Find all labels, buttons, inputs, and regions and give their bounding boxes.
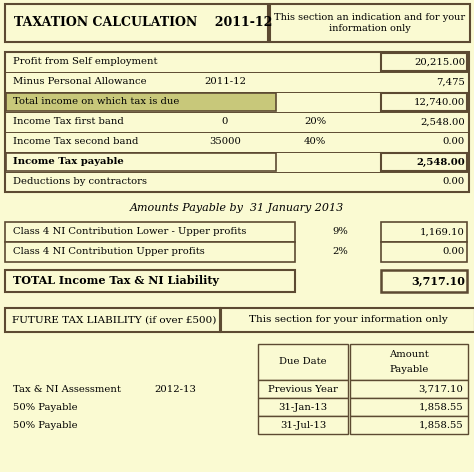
- Bar: [6, 153, 276, 171]
- Bar: [5, 242, 295, 262]
- Text: 3,717.10: 3,717.10: [411, 276, 465, 287]
- Bar: [258, 380, 348, 398]
- Text: Due Date: Due Date: [279, 357, 327, 366]
- Text: Amounts Payable by  31 January 2013: Amounts Payable by 31 January 2013: [130, 203, 344, 213]
- Text: Income Tax second band: Income Tax second band: [13, 137, 138, 146]
- Bar: [270, 4, 470, 42]
- Text: 1,858.55: 1,858.55: [418, 421, 463, 430]
- Text: Payable: Payable: [389, 365, 428, 374]
- Bar: [350, 344, 468, 380]
- Text: 0: 0: [222, 118, 228, 126]
- Text: 0.00: 0.00: [443, 247, 465, 256]
- Text: 0.00: 0.00: [443, 177, 465, 186]
- Text: Income Tax payable: Income Tax payable: [13, 158, 124, 167]
- Text: TOTAL Income Tax & NI Liability: TOTAL Income Tax & NI Liability: [13, 276, 219, 287]
- Text: Tax & NI Assessment: Tax & NI Assessment: [13, 385, 121, 394]
- Text: Minus Personal Allowance: Minus Personal Allowance: [13, 77, 146, 86]
- Bar: [381, 222, 467, 242]
- Bar: [381, 242, 467, 262]
- Bar: [350, 416, 468, 434]
- Bar: [5, 270, 295, 292]
- Text: Deductions by contractors: Deductions by contractors: [13, 177, 147, 186]
- Bar: [381, 270, 467, 292]
- Text: 50% Payable: 50% Payable: [13, 421, 78, 430]
- Text: 2%: 2%: [332, 247, 348, 256]
- Text: Amount: Amount: [389, 350, 429, 359]
- Text: 20,215.00: 20,215.00: [414, 58, 465, 67]
- Text: Income Tax first band: Income Tax first band: [13, 118, 124, 126]
- Bar: [5, 308, 220, 332]
- Bar: [5, 222, 295, 242]
- Bar: [350, 398, 468, 416]
- Text: 2012-13: 2012-13: [154, 385, 196, 394]
- Text: 40%: 40%: [304, 137, 326, 146]
- Text: This section an indication and for your
information only: This section an indication and for your …: [274, 13, 465, 33]
- Bar: [381, 93, 467, 111]
- Bar: [5, 4, 268, 42]
- Text: Class 4 NI Contribution Upper profits: Class 4 NI Contribution Upper profits: [13, 247, 205, 256]
- Text: 7,475: 7,475: [436, 77, 465, 86]
- Text: 31-Jul-13: 31-Jul-13: [280, 421, 326, 430]
- Text: 3,717.10: 3,717.10: [418, 385, 463, 394]
- Bar: [258, 344, 348, 380]
- Text: 2011-12: 2011-12: [204, 77, 246, 86]
- Bar: [381, 53, 467, 71]
- Text: This section for your information only: This section for your information only: [249, 315, 447, 325]
- Bar: [381, 153, 467, 171]
- Text: 12,740.00: 12,740.00: [414, 98, 465, 107]
- Text: Total income on which tax is due: Total income on which tax is due: [13, 98, 179, 107]
- Text: Class 4 NI Contribution Lower - Upper profits: Class 4 NI Contribution Lower - Upper pr…: [13, 228, 246, 236]
- Bar: [258, 398, 348, 416]
- Text: 2,548.00: 2,548.00: [420, 118, 465, 126]
- Text: 50% Payable: 50% Payable: [13, 403, 78, 412]
- Bar: [258, 416, 348, 434]
- Text: 1,169.10: 1,169.10: [420, 228, 465, 236]
- Bar: [6, 93, 468, 111]
- Text: Profit from Self employment: Profit from Self employment: [13, 58, 157, 67]
- Bar: [350, 380, 468, 398]
- Text: 1,858.55: 1,858.55: [418, 403, 463, 412]
- Text: TAXATION CALCULATION    2011-12: TAXATION CALCULATION 2011-12: [14, 17, 273, 29]
- Bar: [6, 93, 276, 111]
- Text: 31-Jan-13: 31-Jan-13: [278, 403, 328, 412]
- Text: 2,548.00: 2,548.00: [416, 158, 465, 167]
- Text: 9%: 9%: [332, 228, 348, 236]
- Text: 0.00: 0.00: [443, 137, 465, 146]
- Text: 20%: 20%: [304, 118, 326, 126]
- Text: FUTURE TAX LIABILITY (if over £500): FUTURE TAX LIABILITY (if over £500): [12, 315, 216, 325]
- Text: 35000: 35000: [209, 137, 241, 146]
- Text: Previous Year: Previous Year: [268, 385, 338, 394]
- Bar: [221, 308, 474, 332]
- Bar: [5, 52, 469, 192]
